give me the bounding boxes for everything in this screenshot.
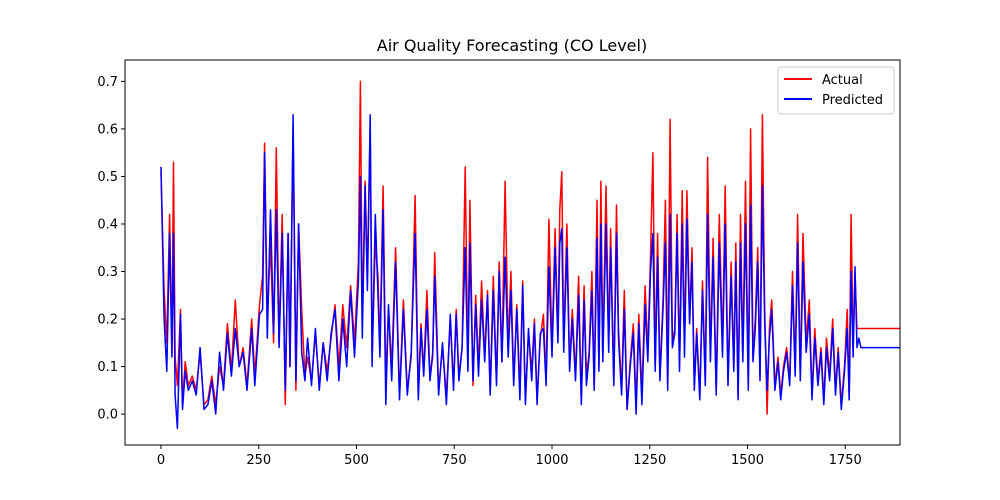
legend: Actual Predicted (777, 66, 895, 115)
x-tick-label: 1000 (535, 453, 568, 468)
y-tick-label: 0.2 (97, 313, 118, 328)
y-tick-label: 0.4 (97, 217, 118, 232)
y-tick-label: 0.5 (97, 170, 118, 185)
y-tick-label: 0.6 (97, 122, 118, 137)
x-tick-label: 1500 (731, 453, 764, 468)
x-tick-label: 1250 (633, 453, 666, 468)
x-tick-label: 1750 (829, 453, 862, 468)
x-tick-label: 0 (157, 453, 165, 468)
series-line-predicted (160, 113, 900, 430)
x-tick-label: 250 (246, 453, 271, 468)
axes: 0 250 500 750 1000 1250 1500 1750 0.0 0.1 0.2 0.3 0.… (97, 75, 861, 468)
x-tick-label: 750 (442, 453, 467, 468)
plot-frame (124, 59, 901, 446)
chart-title: Air Quality Forecasting (CO Level) (377, 36, 647, 55)
legend-label-predicted: Predicted (822, 93, 883, 108)
x-tick-label: 500 (344, 453, 369, 468)
y-tick-label: 0.7 (97, 75, 118, 90)
y-tick-label: 0.0 (97, 408, 118, 423)
y-tick-label: 0.3 (97, 265, 118, 280)
legend-label-actual: Actual (822, 73, 863, 88)
y-tick-label: 0.1 (97, 360, 118, 375)
plot-area (160, 80, 900, 430)
